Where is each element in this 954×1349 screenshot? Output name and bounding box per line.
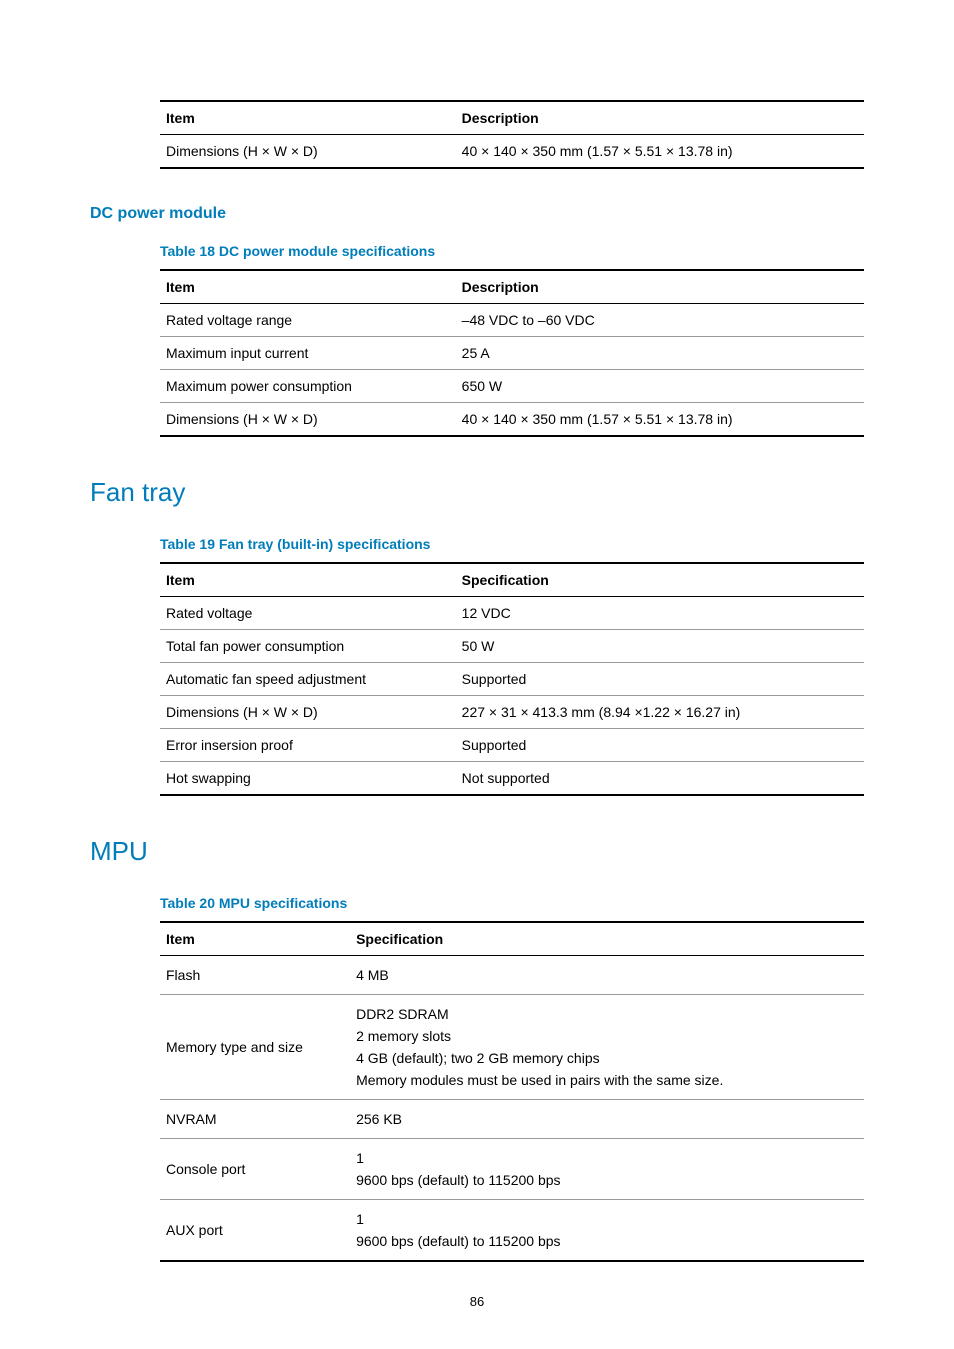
cell-desc-line: 9600 bps (default) to 115200 bps	[356, 1169, 858, 1191]
dc-power-body: Rated voltage range–48 VDC to –60 VDCMax…	[160, 304, 864, 437]
cell-item: Rated voltage	[160, 597, 456, 630]
fan-tray-header-spec: Specification	[456, 563, 864, 597]
cell-desc-line: 1	[356, 1147, 858, 1169]
cell-desc-line: 9600 bps (default) to 115200 bps	[356, 1230, 858, 1252]
cell-desc: –48 VDC to –60 VDC	[456, 304, 864, 337]
cell-desc: 650 W	[456, 370, 864, 403]
fan-tray-header-item: Item	[160, 563, 456, 597]
fan-tray-heading: Fan tray	[90, 477, 864, 508]
cell-desc: 40 × 140 × 350 mm (1.57 × 5.51 × 13.78 i…	[456, 403, 864, 437]
cell-item: Memory type and size	[160, 995, 350, 1100]
cell-item: Automatic fan speed adjustment	[160, 663, 456, 696]
cell-item: Maximum input current	[160, 337, 456, 370]
table-top-header-item: Item	[160, 101, 456, 135]
table-row: Total fan power consumption50 W	[160, 630, 864, 663]
cell-item: AUX port	[160, 1200, 350, 1262]
table-row: Automatic fan speed adjustmentSupported	[160, 663, 864, 696]
table-row: Dimensions (H × W × D)40 × 140 × 350 mm …	[160, 135, 864, 169]
table-row: Maximum input current25 A	[160, 337, 864, 370]
cell-desc: 19600 bps (default) to 115200 bps	[350, 1200, 864, 1262]
cell-item: Dimensions (H × W × D)	[160, 403, 456, 437]
table-row: Console port19600 bps (default) to 11520…	[160, 1139, 864, 1200]
fan-tray-table: Item Specification Rated voltage12 VDCTo…	[160, 562, 864, 796]
cell-item: Dimensions (H × W × D)	[160, 135, 456, 169]
cell-desc: 256 KB	[350, 1100, 864, 1139]
table-row: Dimensions (H × W × D)40 × 140 × 350 mm …	[160, 403, 864, 437]
cell-item: Maximum power consumption	[160, 370, 456, 403]
cell-desc-line: 256 KB	[356, 1108, 858, 1130]
cell-desc: 25 A	[456, 337, 864, 370]
table-row: Error insersion proofSupported	[160, 729, 864, 762]
cell-item: Flash	[160, 956, 350, 995]
cell-desc: 40 × 140 × 350 mm (1.57 × 5.51 × 13.78 i…	[456, 135, 864, 169]
cell-item: Hot swapping	[160, 762, 456, 796]
mpu-heading: MPU	[90, 836, 864, 867]
cell-desc: Supported	[456, 729, 864, 762]
table-top-header-desc: Description	[456, 101, 864, 135]
table-top: Item Description Dimensions (H × W × D)4…	[160, 100, 864, 169]
cell-item: Rated voltage range	[160, 304, 456, 337]
dc-power-table: Item Description Rated voltage range–48 …	[160, 269, 864, 437]
table-row: Memory type and sizeDDR2 SDRAM2 memory s…	[160, 995, 864, 1100]
table-row: Hot swappingNot supported	[160, 762, 864, 796]
table-row: Rated voltage range–48 VDC to –60 VDC	[160, 304, 864, 337]
dc-power-header-item: Item	[160, 270, 456, 304]
cell-desc: DDR2 SDRAM2 memory slots4 GB (default); …	[350, 995, 864, 1100]
cell-desc: 227 × 31 × 413.3 mm (8.94 ×1.22 × 16.27 …	[456, 696, 864, 729]
cell-desc: Supported	[456, 663, 864, 696]
table-row: Maximum power consumption650 W	[160, 370, 864, 403]
table-row: Flash 4 MB	[160, 956, 864, 995]
cell-desc: 4 MB	[350, 956, 864, 995]
dc-power-caption: Table 18 DC power module specifications	[160, 243, 864, 259]
table-row: Rated voltage12 VDC	[160, 597, 864, 630]
cell-desc-line: DDR2 SDRAM	[356, 1003, 858, 1025]
cell-desc: 50 W	[456, 630, 864, 663]
mpu-table: Item Specification Flash 4 MB Memory type …	[160, 921, 864, 1262]
cell-desc: Not supported	[456, 762, 864, 796]
mpu-header-spec: Specification	[350, 922, 864, 956]
fan-tray-block: Table 19 Fan tray (built-in) specificati…	[160, 536, 864, 796]
cell-desc-line: 2 memory slots	[356, 1025, 858, 1047]
page-container: Item Description Dimensions (H × W × D)4…	[0, 0, 954, 1349]
table-row: AUX port19600 bps (default) to 115200 bp…	[160, 1200, 864, 1262]
fan-tray-caption: Table 19 Fan tray (built-in) specificati…	[160, 536, 864, 552]
cell-item: Error insersion proof	[160, 729, 456, 762]
table-row: NVRAM 256 KB	[160, 1100, 864, 1139]
dc-power-header-desc: Description	[456, 270, 864, 304]
cell-desc-line: 4 GB (default); two 2 GB memory chips	[356, 1047, 858, 1069]
table-top-wrapper: Item Description Dimensions (H × W × D)4…	[160, 100, 864, 169]
cell-desc-line: 4 MB	[356, 964, 858, 986]
mpu-caption: Table 20 MPU specifications	[160, 895, 864, 911]
table-row: Dimensions (H × W × D)227 × 31 × 413.3 m…	[160, 696, 864, 729]
cell-item: Total fan power consumption	[160, 630, 456, 663]
cell-item: NVRAM	[160, 1100, 350, 1139]
cell-desc-line: 1	[356, 1208, 858, 1230]
mpu-block: Table 20 MPU specifications Item Specifi…	[160, 895, 864, 1262]
cell-item: Dimensions (H × W × D)	[160, 696, 456, 729]
dc-power-block: Table 18 DC power module specifications …	[160, 243, 864, 437]
fan-tray-body: Rated voltage12 VDCTotal fan power consu…	[160, 597, 864, 796]
mpu-header-item: Item	[160, 922, 350, 956]
cell-desc: 12 VDC	[456, 597, 864, 630]
mpu-body: Flash4 MBMemory type and sizeDDR2 SDRAM2…	[160, 956, 864, 1262]
dc-power-heading: DC power module	[90, 205, 864, 223]
cell-desc: 19600 bps (default) to 115200 bps	[350, 1139, 864, 1200]
cell-desc-line: Memory modules must be used in pairs wit…	[356, 1069, 858, 1091]
page-number: 86	[90, 1294, 864, 1309]
table-top-body: Dimensions (H × W × D)40 × 140 × 350 mm …	[160, 135, 864, 169]
cell-item: Console port	[160, 1139, 350, 1200]
